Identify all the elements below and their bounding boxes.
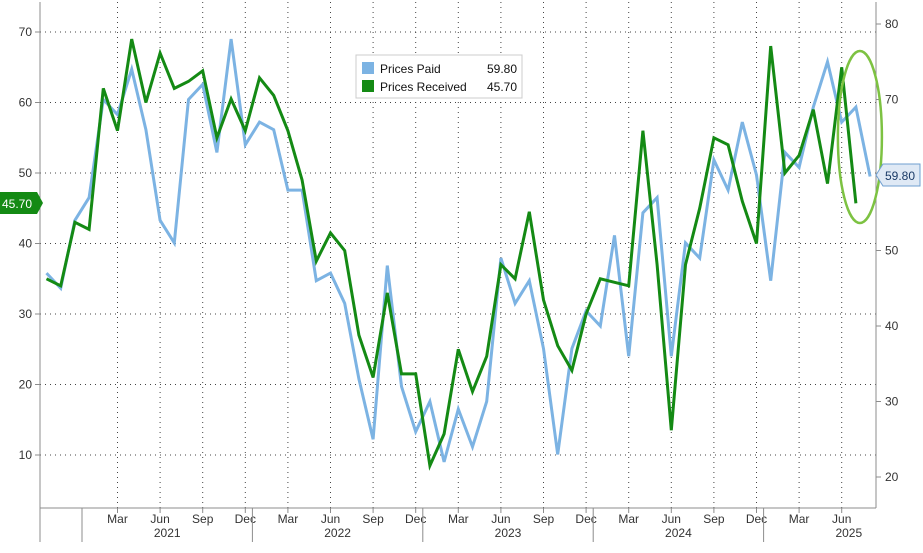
axes: 10 20 30 40 50 60 70 Mar Jun Sep Dec Mar Jun Sep Dec Ma…: [19, 2, 899, 542]
last-value-tag-prices-paid: 59.80: [875, 163, 921, 187]
right-tick-label: 80: [885, 17, 899, 31]
annotation-ellipse: [836, 49, 884, 225]
x-tick-label: Dec: [405, 512, 426, 526]
left-tick-label: 50: [19, 166, 33, 180]
x-tick-label: Sep: [533, 512, 555, 526]
right-tick-label: 40: [885, 319, 899, 333]
legend: Prices Paid 59.80 Prices Received 45.70: [355, 54, 523, 99]
left-tick-label: 70: [19, 25, 33, 39]
year-label: 2022: [324, 526, 351, 540]
x-tick-label: Jun: [321, 512, 340, 526]
left-tick-label: 40: [19, 237, 33, 251]
legend-value-prices-received: 45.70: [487, 80, 517, 94]
x-tick-label: Mar: [618, 512, 639, 526]
x-tick-label: Dec: [575, 512, 596, 526]
left-tick-label: 20: [19, 378, 33, 392]
year-label: 2023: [495, 526, 522, 540]
year-label: 2024: [665, 526, 692, 540]
legend-label-prices-paid: Prices Paid: [380, 62, 441, 76]
left-tick-label: 30: [19, 307, 33, 321]
x-tick-label: Jun: [832, 512, 851, 526]
left-tick-label: 60: [19, 96, 33, 110]
x-tick-label: Sep: [192, 512, 214, 526]
x-tick-label: Sep: [362, 512, 384, 526]
legend-value-prices-paid: 59.80: [487, 62, 517, 76]
right-tick-label: 30: [885, 395, 899, 409]
legend-label-prices-received: Prices Received: [380, 80, 467, 94]
x-tick-label: Mar: [278, 512, 299, 526]
x-tick-label: Jun: [491, 512, 510, 526]
x-tick-label: Mar: [789, 512, 810, 526]
x-tick-label: Jun: [150, 512, 169, 526]
x-tick-label: Jun: [662, 512, 681, 526]
x-tick-label: Dec: [235, 512, 256, 526]
last-value-tag-prices-received: 45.70: [0, 192, 43, 214]
annotation-ellipse-shape: [836, 49, 884, 225]
series-lines: [45, 38, 872, 471]
right-tick-label: 70: [885, 93, 899, 107]
series-line-prices-received: [45, 38, 858, 471]
x-tick-label: Mar: [448, 512, 469, 526]
right-tick-label: 50: [885, 244, 899, 258]
last-value-text-prices-received: 45.70: [2, 197, 32, 211]
left-tick-label: 10: [19, 448, 33, 462]
x-tick-label: Dec: [746, 512, 767, 526]
last-value-text-prices-paid: 59.80: [885, 169, 915, 183]
year-label: 2025: [835, 526, 862, 540]
year-label: 2021: [154, 526, 181, 540]
right-tick-label: 20: [885, 470, 899, 484]
legend-swatch-prices-received: [362, 80, 374, 92]
x-tick-label: Mar: [107, 512, 128, 526]
x-tick-label: Sep: [703, 512, 725, 526]
legend-box: [355, 54, 523, 99]
legend-swatch-prices-paid: [362, 62, 374, 74]
